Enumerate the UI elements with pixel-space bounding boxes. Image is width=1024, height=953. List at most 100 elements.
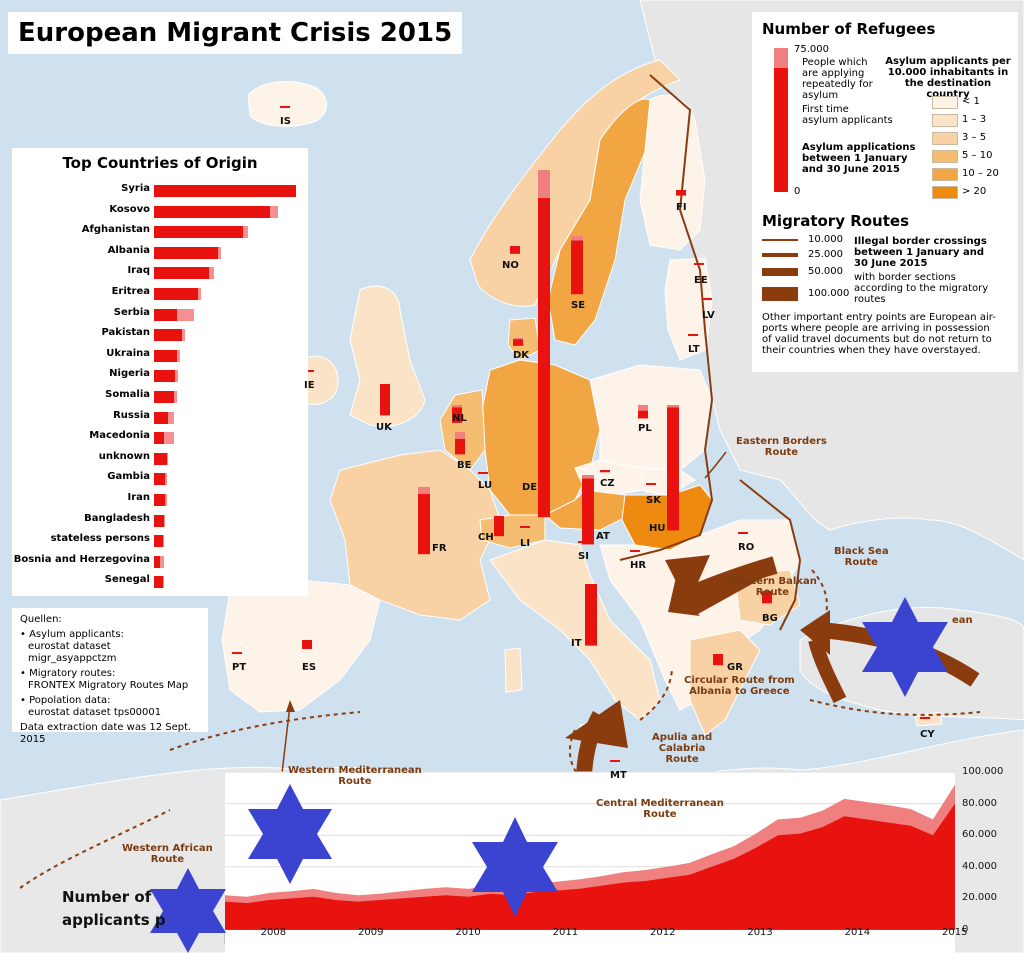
origin-bar-repeat	[182, 329, 186, 342]
origin-bar-repeat	[166, 452, 169, 465]
text-line: eurostat dataset tps00001	[28, 707, 162, 718]
origin-label: Iraq	[127, 265, 150, 277]
text-line: Black Sea	[834, 546, 889, 557]
text-line: 10.000 inhabitants in	[887, 67, 1009, 78]
decorative-stars	[150, 597, 948, 953]
route-west-med	[169, 711, 361, 751]
origin-bar-repeat	[168, 411, 174, 424]
text-line: asylum	[802, 90, 839, 101]
italy	[489, 539, 661, 721]
origin-bar-first	[154, 411, 169, 424]
country-label: PL	[638, 423, 652, 434]
country-bar-first	[667, 407, 679, 531]
scale-top: 75.000	[794, 44, 829, 55]
country-bar-repeat	[455, 432, 465, 439]
route-label: Black Sea Route	[834, 546, 889, 568]
sources-heading: Quellen:	[20, 614, 62, 625]
route-size-line	[762, 253, 798, 257]
country-label: ES	[302, 662, 317, 673]
density-label: 5 – 10	[962, 150, 993, 161]
timeline-xtick: 2010	[455, 927, 481, 938]
country-label: NO	[502, 260, 519, 271]
origin-row: Gambia	[12, 468, 308, 488]
text-line: Route	[338, 776, 372, 787]
iberia	[221, 579, 381, 713]
country-bar-first	[630, 550, 640, 552]
origin-bar-first	[154, 576, 163, 589]
timeline-xaxis-band	[225, 930, 955, 953]
timeline-ytick: 100.000	[962, 766, 1004, 777]
route-east-med	[809, 699, 981, 716]
first-label: First time asylum applicants	[802, 104, 893, 126]
route-size-line	[762, 268, 798, 276]
text-line: Route	[665, 754, 699, 765]
country-bar-first	[585, 584, 597, 646]
country-bar-first	[571, 240, 583, 295]
country-label: PT	[232, 662, 247, 673]
origin-row: Serbia	[12, 304, 308, 324]
text-line: ports where people are arriving in posse…	[762, 323, 990, 334]
country-bar-first	[676, 190, 686, 196]
text-line: • Asylum applicants:	[20, 629, 124, 640]
origin-row: Iraq	[12, 262, 308, 282]
origin-bar-first	[154, 555, 160, 568]
country-bar-first	[418, 493, 430, 555]
text-line: FRONTEX Migratory Routes Map	[28, 680, 189, 691]
iceland	[247, 80, 327, 127]
density-swatch	[932, 168, 958, 181]
text-line: Route	[844, 557, 878, 568]
timeline-ytick: 80.000	[962, 797, 997, 809]
origin-bar-first	[154, 535, 163, 548]
text-line: Western African	[122, 843, 213, 854]
country-label: CH	[478, 532, 494, 543]
density-swatch	[932, 96, 958, 109]
norway	[469, 59, 681, 307]
country-bars	[232, 106, 930, 762]
country-label: DE	[522, 482, 538, 493]
country-label: HU	[649, 523, 666, 534]
country-label: RO	[738, 542, 755, 553]
origin-bar-repeat	[163, 432, 174, 445]
country-label: FI	[676, 202, 687, 213]
crossings-label: Illegal border crossings between 1 Januar…	[854, 236, 987, 269]
origin-bar-repeat	[270, 205, 278, 218]
text-line: First time	[802, 104, 849, 115]
country-label: SE	[571, 300, 586, 311]
route-label: Western African Route	[122, 843, 213, 865]
timeline-area-first	[225, 803, 955, 930]
origin-label: Kosovo	[109, 203, 150, 215]
country-bar-repeat	[452, 405, 462, 408]
country-bar-repeat	[667, 405, 679, 408]
sources-panel: Quellen: • Asylum applicants: eurostat da…	[12, 608, 208, 745]
country-bar-first	[762, 591, 772, 604]
timeline-xtick: 2011	[552, 927, 579, 938]
country-label: LV	[702, 310, 715, 321]
country-label: FR	[432, 543, 447, 554]
origin-row: Macedonia	[12, 427, 308, 447]
balkan-arrow-head	[665, 555, 710, 605]
text-line: Calabria	[658, 743, 706, 754]
country-label: HR	[630, 560, 647, 571]
country-label: SI	[578, 551, 589, 562]
origin-row: Iran	[12, 489, 308, 509]
scale-bottom: 0	[794, 186, 801, 197]
origin-bar-repeat	[162, 535, 164, 548]
origin-bar-repeat	[176, 349, 180, 362]
origin-bar-repeat	[217, 246, 221, 259]
origin-bar-repeat	[165, 473, 167, 486]
routes-heading: Migratory Routes	[762, 212, 910, 230]
origin-label: Bangladesh	[84, 512, 150, 524]
text-line: their countries when they have overstaye…	[762, 345, 981, 356]
origin-label: unknown	[98, 450, 150, 462]
text-line: • Migratory routes:	[20, 668, 116, 679]
east-med-arrow-head	[800, 610, 830, 655]
finland	[639, 94, 706, 251]
origin-row: Pakistan	[12, 324, 308, 344]
origin-label: Bosnia and Herzegovina	[13, 553, 150, 565]
country-bar-first	[455, 438, 465, 455]
origin-bar-repeat	[163, 514, 166, 527]
origin-bar-first	[154, 246, 218, 259]
country-label: DK	[513, 350, 530, 361]
origin-bar-first	[154, 329, 183, 342]
star-central-med	[472, 817, 558, 917]
